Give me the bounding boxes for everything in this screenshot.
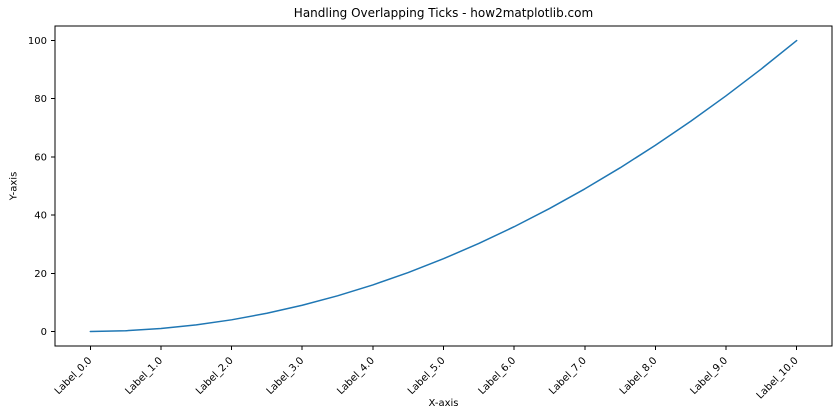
y-tick-label: 20 <box>34 269 47 280</box>
x-tick-label: Label_8.0 <box>618 355 660 397</box>
x-axis-label: X-axis <box>428 398 459 409</box>
x-tick-label: Label_0.0 <box>53 355 95 397</box>
x-tick-label: Label_4.0 <box>335 355 377 397</box>
x-tick-label: Label_2.0 <box>194 355 236 397</box>
chart-title: Handling Overlapping Ticks - how2matplot… <box>293 6 594 20</box>
y-tick-label: 100 <box>28 36 47 47</box>
x-tick-label: Label_5.0 <box>406 355 448 397</box>
y-tick-label: 40 <box>34 211 47 222</box>
data-line <box>89 39 798 333</box>
y-tick-label: 60 <box>34 152 47 163</box>
x-tick-label: Label_9.0 <box>689 355 731 397</box>
axes-frame <box>54 25 833 347</box>
x-tick-label: Label_7.0 <box>547 355 589 397</box>
y-axis-label: Y-axis <box>8 171 20 201</box>
x-tick-label: Label_10.0 <box>755 355 801 401</box>
y-tick-label: 80 <box>34 94 47 105</box>
x-tick-label: Label_3.0 <box>265 355 307 397</box>
y-tick-label: 0 <box>41 327 47 338</box>
x-tick-label: Label_1.0 <box>123 355 165 397</box>
x-tick-label: Label_6.0 <box>477 355 519 397</box>
